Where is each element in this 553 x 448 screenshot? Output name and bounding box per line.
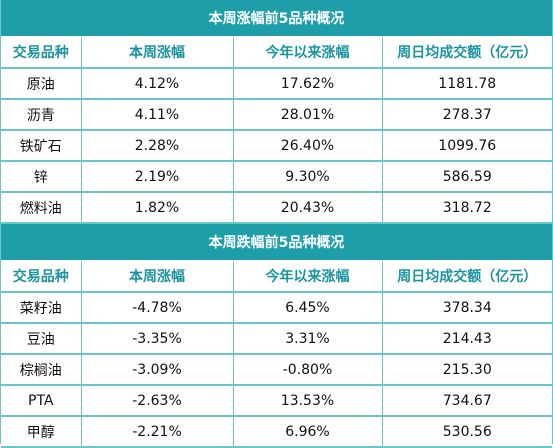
weekly-change-cell: 1.82% (81, 192, 233, 223)
product-cell: 甲醇 (1, 416, 81, 447)
column-header-product: 交易品种 (1, 37, 81, 69)
daily-turnover-cell: 586.59 (382, 161, 552, 192)
ytd-change-cell: 9.30% (233, 161, 382, 192)
ytd-change-cell: 17.62% (233, 68, 382, 99)
daily-turnover-cell: 734.67 (382, 385, 552, 416)
losers-title: 本周跌幅前5品种概况 (1, 224, 552, 261)
losers-header-row: 交易品种 本周涨幅 今年以来涨幅 周日均成交额（亿元） (1, 261, 552, 293)
weekly-change-cell: 4.11% (81, 99, 233, 130)
column-header-weekly-change: 本周涨幅 (81, 261, 233, 293)
gainers-header-row: 交易品种 本周涨幅 今年以来涨幅 周日均成交额（亿元） (1, 37, 552, 69)
column-header-ytd-change: 今年以来涨幅 (233, 261, 382, 293)
daily-turnover-cell: 318.72 (382, 192, 552, 223)
ytd-change-cell: -0.80% (233, 354, 382, 385)
table-row: 沥青 4.11% 28.01% 278.37 (1, 99, 552, 130)
losers-table: 本周跌幅前5品种概况 交易品种 本周涨幅 今年以来涨幅 周日均成交额（亿元） 菜… (1, 224, 552, 448)
product-cell: PTA (1, 385, 81, 416)
table-row: PTA -2.63% 13.53% 734.67 (1, 385, 552, 416)
daily-turnover-cell: 278.37 (382, 99, 552, 130)
gainers-title-row: 本周涨幅前5品种概况 (1, 0, 552, 37)
column-header-daily-turnover: 周日均成交额（亿元） (382, 37, 552, 69)
column-header-ytd-change: 今年以来涨幅 (233, 37, 382, 69)
ytd-change-cell: 20.43% (233, 192, 382, 223)
table-row: 甲醇 -2.21% 6.96% 530.56 (1, 416, 552, 447)
table-row: 铁矿石 2.28% 26.40% 1099.76 (1, 130, 552, 161)
table-row: 原油 4.12% 17.62% 1181.78 (1, 68, 552, 99)
ytd-change-cell: 13.53% (233, 385, 382, 416)
ytd-change-cell: 6.45% (233, 292, 382, 323)
weekly-change-cell: -2.63% (81, 385, 233, 416)
gainers-table: 本周涨幅前5品种概况 交易品种 本周涨幅 今年以来涨幅 周日均成交额（亿元） 原… (1, 0, 552, 224)
product-cell: 燃料油 (1, 192, 81, 223)
ytd-change-cell: 3.31% (233, 323, 382, 354)
product-cell: 原油 (1, 68, 81, 99)
losers-title-row: 本周跌幅前5品种概况 (1, 224, 552, 261)
column-header-product: 交易品种 (1, 261, 81, 293)
table-row: 菜籽油 -4.78% 6.45% 378.34 (1, 292, 552, 323)
daily-turnover-cell: 1099.76 (382, 130, 552, 161)
product-cell: 棕榈油 (1, 354, 81, 385)
daily-turnover-cell: 378.34 (382, 292, 552, 323)
weekly-change-cell: 2.28% (81, 130, 233, 161)
table-row: 豆油 -3.35% 3.31% 214.43 (1, 323, 552, 354)
ytd-change-cell: 28.01% (233, 99, 382, 130)
weekly-change-cell: 2.19% (81, 161, 233, 192)
product-cell: 锌 (1, 161, 81, 192)
weekly-change-cell: -2.21% (81, 416, 233, 447)
daily-turnover-cell: 214.43 (382, 323, 552, 354)
table-row: 燃料油 1.82% 20.43% 318.72 (1, 192, 552, 223)
ytd-change-cell: 26.40% (233, 130, 382, 161)
daily-turnover-cell: 530.56 (382, 416, 552, 447)
weekly-change-cell: 4.12% (81, 68, 233, 99)
column-header-daily-turnover: 周日均成交额（亿元） (382, 261, 552, 293)
ytd-change-cell: 6.96% (233, 416, 382, 447)
product-cell: 豆油 (1, 323, 81, 354)
gainers-title: 本周涨幅前5品种概况 (1, 0, 552, 37)
weekly-change-cell: -3.09% (81, 354, 233, 385)
product-cell: 菜籽油 (1, 292, 81, 323)
table-row: 锌 2.19% 9.30% 586.59 (1, 161, 552, 192)
column-header-weekly-change: 本周涨幅 (81, 37, 233, 69)
daily-turnover-cell: 1181.78 (382, 68, 552, 99)
weekly-change-cell: -4.78% (81, 292, 233, 323)
daily-turnover-cell: 215.30 (382, 354, 552, 385)
product-cell: 铁矿石 (1, 130, 81, 161)
weekly-change-cell: -3.35% (81, 323, 233, 354)
product-cell: 沥青 (1, 99, 81, 130)
table-row: 棕榈油 -3.09% -0.80% 215.30 (1, 354, 552, 385)
